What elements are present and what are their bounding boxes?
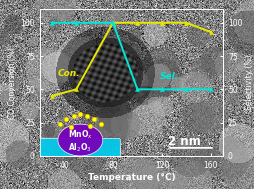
Y-axis label: CO Conversion (%): CO Conversion (%) <box>8 47 17 119</box>
X-axis label: Temperature (°C): Temperature (°C) <box>87 173 174 182</box>
Text: MnO$_x$: MnO$_x$ <box>68 129 92 141</box>
Text: 2 nm: 2 nm <box>167 135 200 148</box>
Y-axis label: Selectivity (%): Selectivity (%) <box>244 55 253 111</box>
Text: Con.: Con. <box>58 69 80 78</box>
FancyBboxPatch shape <box>40 139 120 157</box>
Ellipse shape <box>58 124 102 156</box>
Text: Sel.: Sel. <box>159 72 178 81</box>
Text: Al$_2$O$_3$: Al$_2$O$_3$ <box>68 141 92 154</box>
